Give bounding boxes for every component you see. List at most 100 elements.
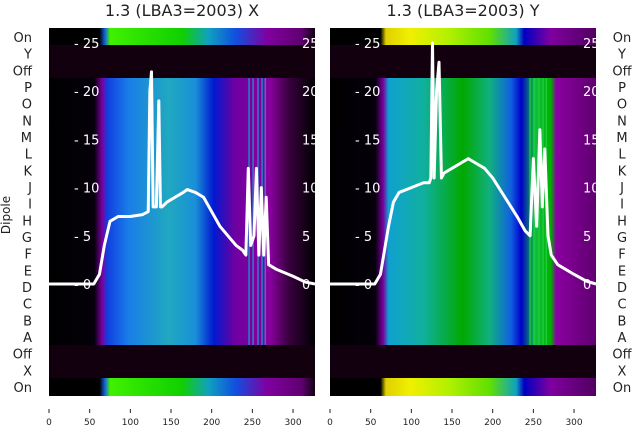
row-label: A	[618, 331, 627, 346]
row-label: M	[21, 131, 32, 146]
row-label: O	[22, 98, 32, 113]
heatmap-band-on-bottom	[49, 378, 315, 396]
inner-ytick-label: - 25	[355, 37, 380, 52]
xtick-label: 300	[284, 418, 301, 428]
plot-title: 1.3 (LBA3=2003) Y	[386, 1, 539, 20]
inner-ytick-label-right: 15	[583, 133, 600, 148]
row-label: J	[27, 181, 32, 196]
xtick-label: 150	[162, 418, 179, 428]
inner-ytick-label-right: 0	[583, 278, 591, 293]
inner-ytick-label-right: 10	[583, 182, 600, 197]
row-label: I	[28, 198, 32, 213]
inner-ytick-label-right: 25	[583, 37, 600, 52]
row-label: Y	[23, 48, 32, 63]
row-label: G	[617, 231, 627, 246]
heatmap-band-on-bottom	[330, 378, 596, 396]
inner-ytick-label: - 20	[74, 85, 99, 100]
row-label: B	[23, 314, 32, 329]
inner-ytick-label: - 10	[74, 182, 99, 197]
row-label: C	[23, 298, 32, 313]
heatmap-streak	[252, 78, 254, 345]
row-label: On	[14, 31, 32, 46]
row-label: Off	[13, 64, 33, 79]
heatmap-streak	[542, 78, 544, 345]
heatmap-band-off-bottom	[330, 345, 596, 378]
row-label: P	[24, 81, 32, 96]
row-label: F	[618, 248, 625, 263]
row-label: D	[22, 281, 32, 296]
inner-ytick-label: - 20	[355, 85, 380, 100]
xtick-label: 150	[443, 418, 460, 428]
row-label: Y	[617, 48, 626, 63]
xtick-label: 50	[84, 418, 96, 428]
heatmap-streak	[538, 78, 540, 345]
row-label: K	[23, 164, 32, 179]
plot-title: 1.3 (LBA3=2003) X	[105, 1, 259, 20]
heatmap-band-off-top	[330, 45, 596, 78]
overlay-line	[49, 70, 316, 286]
heatmap-band-on-top	[49, 28, 315, 45]
heatmap-band-on-top	[330, 28, 596, 45]
xtick-label: 200	[484, 418, 501, 428]
inner-ytick-label-right: 0	[302, 278, 310, 293]
xtick-label: 300	[565, 418, 582, 428]
xtick-label: 50	[365, 418, 377, 428]
xtick-label: 100	[122, 418, 139, 428]
plot-panel-y: 1.3 (LBA3=2003) Y- 0 0- 5 5- 10 10- 15 15- 2…	[327, 1, 632, 428]
row-label: I	[620, 198, 624, 213]
inner-ytick-label: - 15	[74, 133, 99, 148]
row-label: A	[23, 331, 32, 346]
row-label: H	[617, 214, 627, 229]
row-label: N	[22, 114, 32, 129]
row-label: O	[617, 98, 627, 113]
row-label: Off	[612, 64, 632, 79]
xtick-label: 100	[403, 418, 420, 428]
xtick-label: 0	[46, 418, 52, 428]
row-label: K	[618, 164, 627, 179]
heatmap-band-off-bottom	[49, 345, 315, 378]
inner-ytick-label-right: 10	[302, 182, 319, 197]
row-label: X	[23, 364, 32, 379]
inner-ytick-label: - 5	[355, 230, 372, 245]
y-axis-label: Dipole	[0, 196, 13, 234]
row-label: H	[22, 214, 32, 229]
row-label: X	[618, 364, 627, 379]
row-label: Off	[13, 348, 33, 363]
inner-ytick-label-right: 20	[583, 85, 600, 100]
inner-ytick-label: - 5	[74, 230, 91, 245]
heatmap-streak	[533, 78, 535, 345]
inner-ytick-label: - 25	[74, 37, 99, 52]
row-label: D	[617, 281, 627, 296]
row-label: L	[618, 148, 626, 163]
row-label: E	[24, 264, 32, 279]
xtick-label: 200	[203, 418, 220, 428]
row-label: C	[617, 298, 626, 313]
row-label: On	[14, 381, 32, 396]
row-label: L	[25, 148, 33, 163]
heatmap-band-dipoles	[330, 78, 596, 345]
row-label: F	[25, 248, 32, 263]
heatmap-band-off-top	[49, 45, 315, 78]
inner-ytick-label-right: 25	[302, 37, 319, 52]
xtick-label: 250	[244, 418, 261, 428]
inner-ytick-label: - 15	[355, 133, 380, 148]
row-label: B	[618, 314, 627, 329]
row-label: Off	[612, 348, 632, 363]
inner-ytick-label: - 10	[355, 182, 380, 197]
row-label: On	[613, 381, 631, 396]
inner-ytick-label-right: 20	[302, 85, 319, 100]
row-label: M	[616, 131, 627, 146]
xtick-label: 250	[525, 418, 542, 428]
row-label: P	[618, 81, 626, 96]
heatmap-band-dipoles	[49, 78, 315, 345]
inner-ytick-label-right: 5	[583, 230, 591, 245]
xtick-label: 0	[327, 418, 333, 428]
row-label: E	[618, 264, 626, 279]
row-label: On	[613, 31, 631, 46]
overlay-line	[330, 41, 597, 286]
inner-ytick-label-right: 5	[302, 230, 310, 245]
inner-ytick-label-right: 15	[302, 133, 319, 148]
plot-panel-x: 1.3 (LBA3=2003) X- 0 0- 5 5- 10 10- 15 15- 2…	[13, 1, 319, 428]
row-label: N	[617, 114, 627, 129]
